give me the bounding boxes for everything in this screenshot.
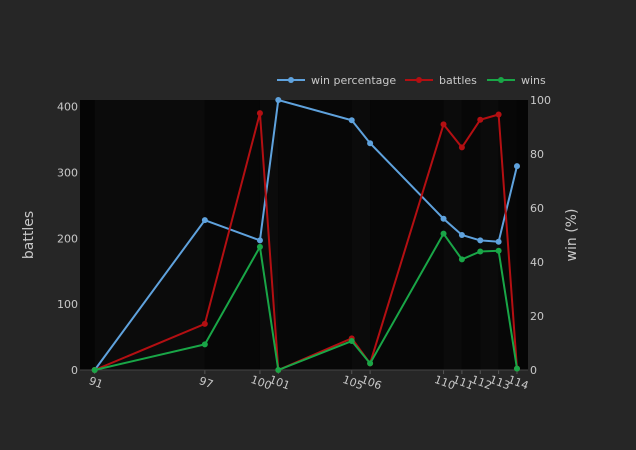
legend-marker [288,77,294,83]
data-point-battles [458,144,465,151]
data-point-wins [495,247,502,254]
data-point-battles [201,320,208,327]
data-point-wins [458,256,465,263]
data-point-battles [256,110,263,117]
legend[interactable]: win percentage battles wins [277,74,546,87]
data-point-win-percentage [477,237,484,244]
right-tick-label: 100 [530,94,551,107]
data-point-win-percentage [513,163,520,170]
data-point-wins [348,338,355,345]
x-tick-label: 91 [87,374,105,391]
right-tick-label: 40 [530,256,544,269]
series-group [91,97,520,373]
legend-label: win percentage [311,74,396,87]
data-point-win-percentage [440,215,447,222]
plot-band [94,100,205,370]
data-point-win-percentage [495,238,502,245]
data-point-win-percentage [201,217,208,224]
data-point-wins [201,341,208,348]
left-tick-label: 0 [71,364,78,377]
plot-band [461,100,481,370]
data-point-win-percentage [367,140,374,147]
x-tick-label: 114 [506,373,530,392]
right-tick-label: 80 [530,148,544,161]
x-tick-label: 97 [197,374,215,391]
right-tick-label: 20 [530,310,544,323]
data-point-wins [440,230,447,237]
data-point-wins [256,243,263,250]
plot-bands [94,100,517,370]
right-tick-label: 0 [530,364,537,377]
data-point-wins [275,367,282,373]
legend-label: wins [521,74,546,87]
legend-marker [416,77,422,83]
data-point-win-percentage [275,97,282,103]
plot-band [480,100,499,370]
data-point-wins [513,365,520,372]
data-point-win-percentage [256,237,263,244]
data-point-wins [91,367,98,373]
left-tick-label: 400 [57,101,78,114]
y-axis-title: battles [21,211,37,259]
right-axis: 0 20 40 60 80 100 [530,94,551,377]
plot-band [443,100,462,370]
data-point-battles [477,116,484,123]
legend-marker [498,77,504,83]
left-tick-label: 100 [57,298,78,311]
plot-band [278,100,352,370]
left-tick-label: 200 [57,232,78,245]
x-tick-label: 101 [267,373,291,392]
right-tick-label: 60 [530,202,544,215]
left-tick-label: 300 [57,166,78,179]
data-point-battles [440,121,447,128]
data-point-battles [495,111,502,118]
legend-label: battles [439,74,477,87]
left-axis: 0 100 200 300 400 [57,101,78,377]
data-point-wins [477,248,484,255]
data-point-wins [367,360,374,367]
data-point-win-percentage [458,232,465,238]
y2-axis-title: win (%) [564,209,580,262]
x-tick-label: 106 [359,373,383,392]
data-point-win-percentage [348,117,355,124]
plot-band [351,100,371,370]
